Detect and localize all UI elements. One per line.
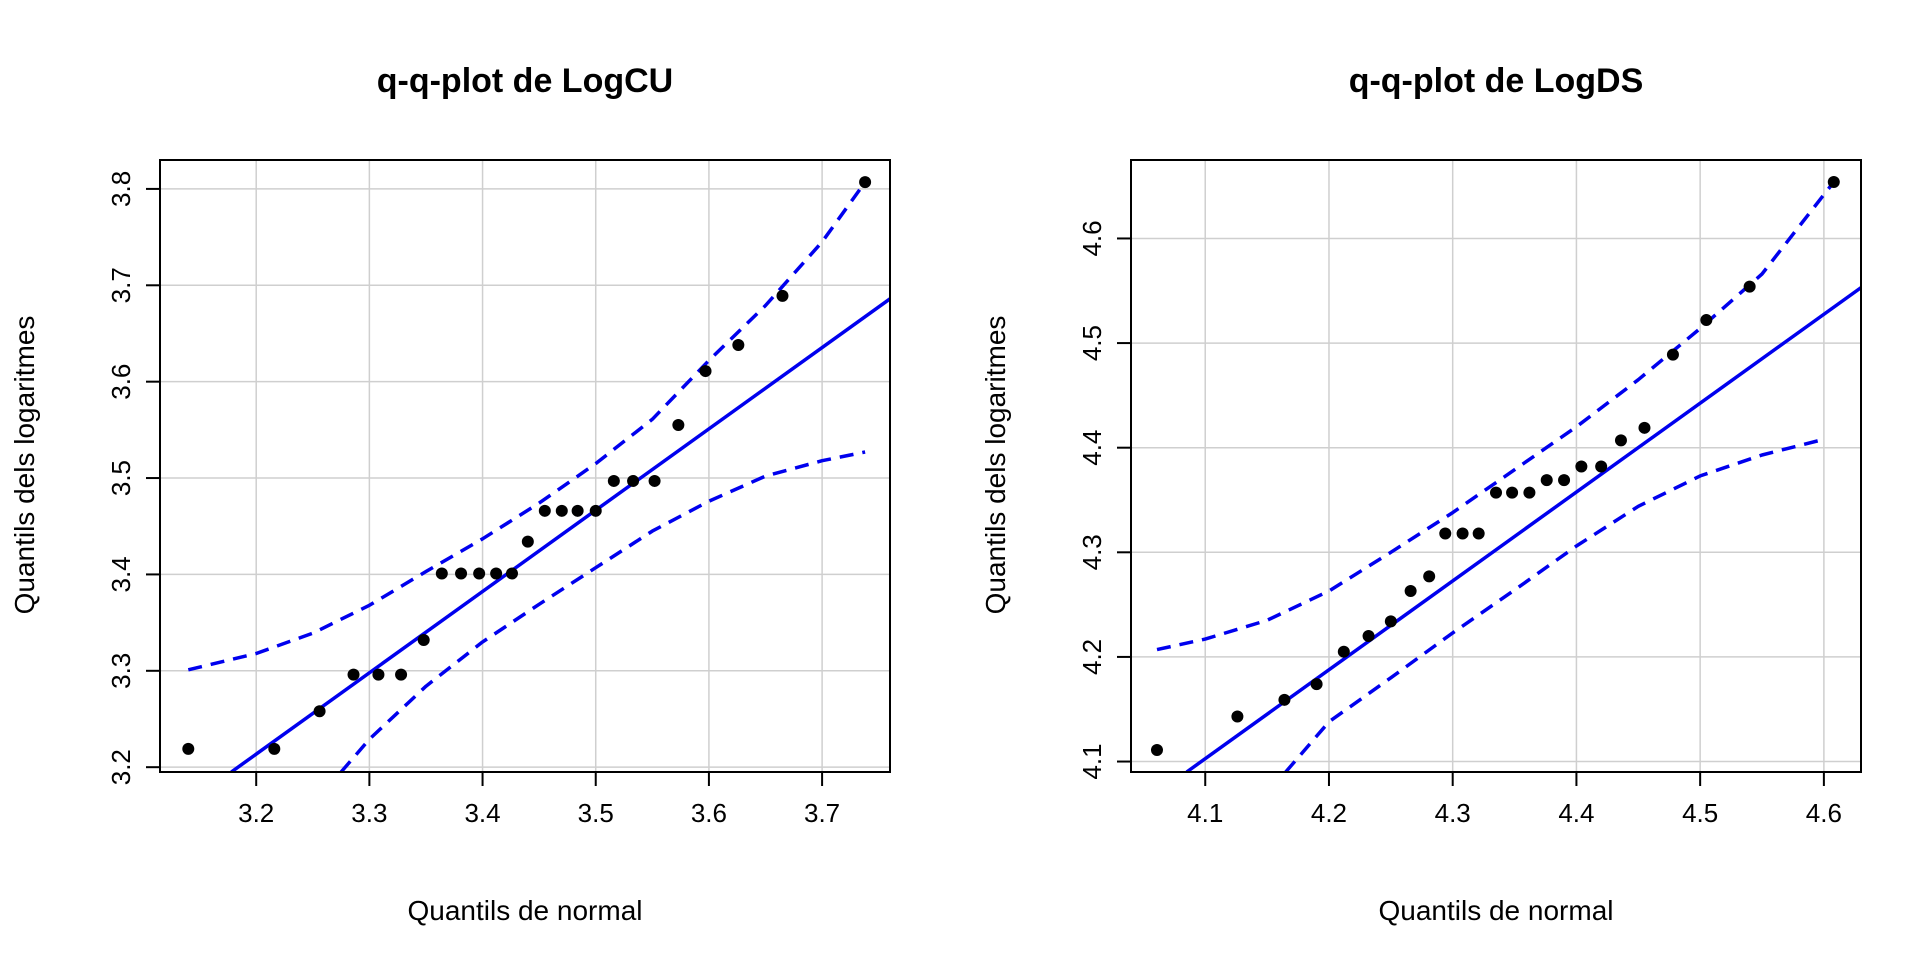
data-point — [1472, 527, 1485, 540]
data-point — [589, 504, 602, 517]
data-point — [395, 668, 408, 681]
data-point — [1638, 421, 1651, 434]
x-tick-label: 3.4 — [464, 798, 500, 828]
data-point — [1439, 527, 1452, 540]
y-tick-label: 3.7 — [106, 267, 136, 303]
panel-logds: q-q-plot de LogDS Quantils de normal Qua… — [980, 62, 1862, 926]
data-point — [1743, 280, 1756, 293]
y-tick-label: 3.2 — [106, 749, 136, 785]
data-point — [1384, 615, 1397, 628]
data-point — [1278, 693, 1291, 706]
data-point — [1595, 460, 1608, 473]
y-tick-label: 4.4 — [1077, 430, 1107, 466]
x-tick-label: 3.7 — [804, 798, 840, 828]
data-point — [672, 419, 685, 432]
x-tick-label: 4.2 — [1311, 798, 1347, 828]
x-tick-label: 4.1 — [1187, 798, 1223, 828]
lower-confidence-band — [1284, 437, 1825, 772]
data-point — [417, 633, 430, 646]
x-axis-label: Quantils de normal — [1378, 895, 1613, 926]
y-tick-label: 3.4 — [106, 556, 136, 592]
y-tick-label: 4.2 — [1077, 639, 1107, 675]
upper-confidence-band — [187, 181, 867, 672]
chart-title: q-q-plot de LogCU — [377, 62, 673, 100]
data-point — [648, 474, 661, 487]
x-axis-label: Quantils de normal — [407, 895, 642, 926]
y-tick-label: 4.1 — [1077, 743, 1107, 779]
x-tick-label: 3.2 — [238, 798, 274, 828]
data-point — [555, 504, 568, 517]
data-point — [1558, 474, 1571, 487]
data-point — [1310, 678, 1323, 691]
x-tick-label: 4.4 — [1558, 798, 1594, 828]
data-point — [732, 339, 745, 352]
data-point — [182, 742, 195, 755]
data-point — [521, 535, 534, 548]
data-point — [571, 504, 584, 517]
y-axis: 3.2 3.3 3.4 3.5 3.6 3.7 3.8 — [106, 171, 160, 785]
data-point — [1337, 645, 1350, 658]
y-axis-label: Quantils dels logaritmes — [980, 316, 1011, 615]
data-point — [1666, 348, 1679, 361]
y-tick-label: 4.5 — [1077, 325, 1107, 361]
data-point — [1700, 314, 1713, 327]
data-point — [1231, 710, 1244, 723]
y-tick-label: 3.8 — [106, 171, 136, 207]
y-tick-label: 4.6 — [1077, 220, 1107, 256]
data-point — [699, 365, 712, 378]
data-point — [268, 742, 281, 755]
data-point — [607, 474, 620, 487]
data-point — [1362, 630, 1375, 642]
y-axis-label: Quantils dels logaritmes — [9, 316, 40, 615]
data-point — [1404, 585, 1417, 598]
y-axis: 4.1 4.2 4.3 4.4 4.5 4.6 — [1077, 220, 1131, 780]
grid — [160, 160, 890, 772]
reference-line — [230, 297, 890, 772]
x-tick-label: 4.3 — [1435, 798, 1471, 828]
data-point — [1490, 486, 1502, 499]
data-point — [1523, 486, 1536, 499]
plot-frame — [1130, 159, 1862, 773]
data-point — [1827, 175, 1840, 188]
y-tick-label: 3.6 — [106, 364, 136, 400]
plot-frame — [159, 159, 891, 773]
data-point — [473, 567, 486, 580]
data-point — [627, 474, 640, 487]
x-tick-label: 3.6 — [691, 798, 727, 828]
y-tick-label: 4.3 — [1077, 534, 1107, 570]
x-tick-label: 4.5 — [1682, 798, 1718, 828]
data-point — [313, 705, 326, 718]
data-point — [776, 289, 789, 302]
plot-area — [187, 181, 890, 772]
x-axis: 4.1 4.2 4.3 4.4 4.5 4.6 — [1187, 772, 1842, 828]
x-tick-label: 3.5 — [578, 798, 614, 828]
data-point — [347, 668, 360, 681]
data-point — [859, 176, 872, 189]
x-tick-label: 4.6 — [1806, 798, 1842, 828]
y-tick-label: 3.3 — [106, 653, 136, 689]
data-point — [1150, 744, 1163, 757]
data-point — [538, 504, 551, 517]
lower-confidence-band — [339, 450, 866, 772]
x-tick-label: 3.3 — [351, 798, 387, 828]
y-tick-label: 3.5 — [106, 460, 136, 496]
chart-title: q-q-plot de LogDS — [1349, 62, 1644, 100]
data-point — [455, 567, 468, 580]
grid — [1131, 160, 1861, 772]
data-point — [1575, 460, 1588, 473]
data-point — [505, 567, 518, 580]
reference-line — [1185, 286, 1861, 772]
data-point — [435, 567, 448, 580]
data-point — [1614, 434, 1627, 447]
data-point — [1540, 474, 1553, 487]
data-point — [1456, 527, 1469, 540]
data-point — [490, 567, 503, 580]
data-point — [1423, 570, 1436, 583]
data-point — [372, 668, 385, 681]
data-point — [1506, 486, 1519, 499]
panel-logcu: q-q-plot de LogCU Quantils de normal Qua… — [9, 62, 891, 926]
x-axis: 3.2 3.3 3.4 3.5 3.6 3.7 — [238, 772, 840, 828]
